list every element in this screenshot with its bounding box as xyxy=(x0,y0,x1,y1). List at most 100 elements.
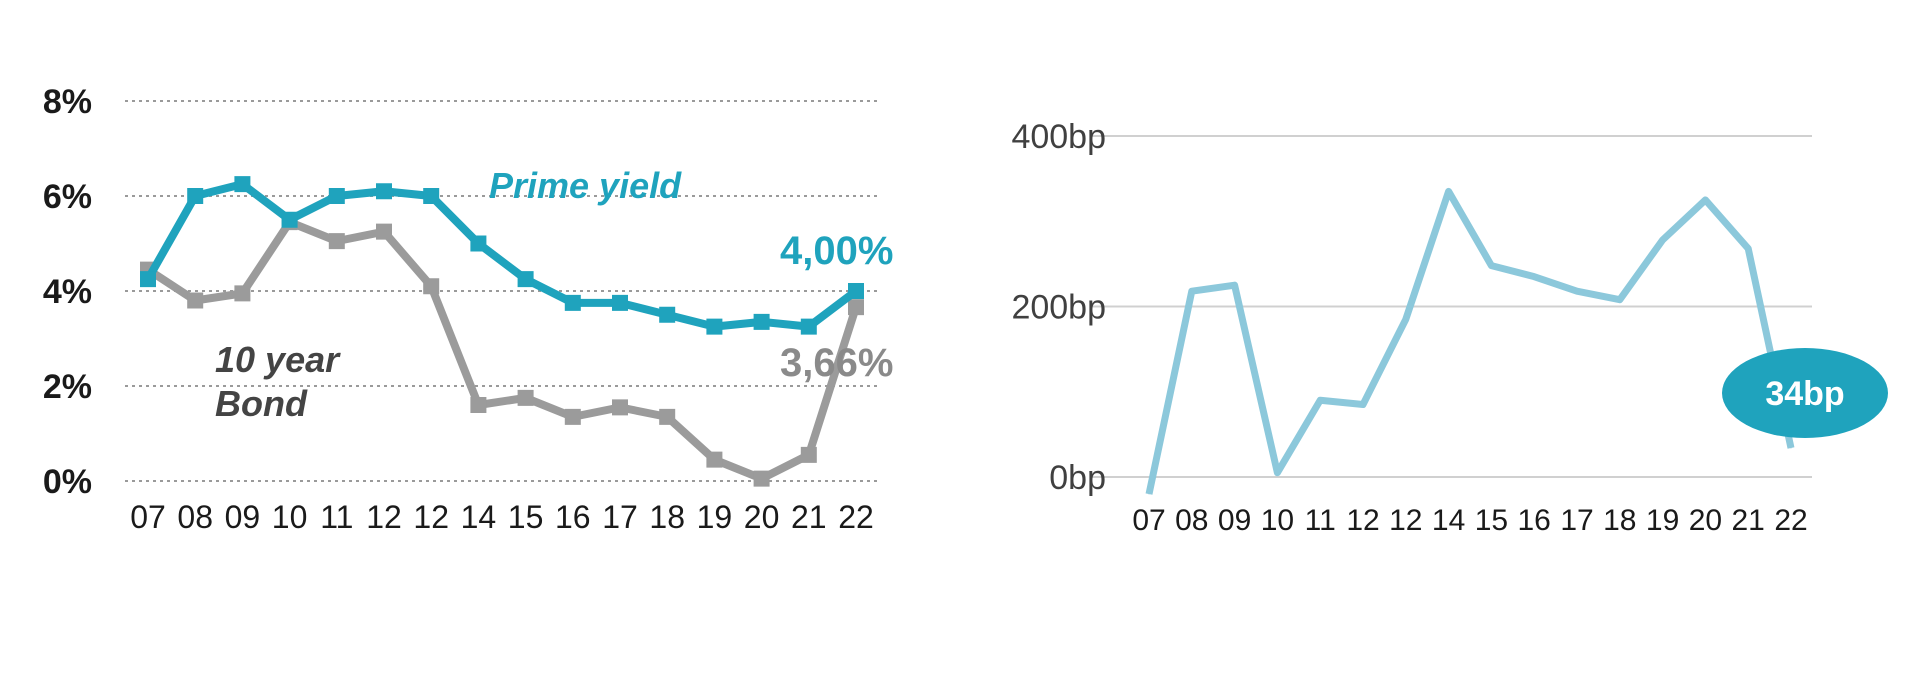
chart1-x-tick-label: 21 xyxy=(791,499,827,535)
spread-point xyxy=(1747,248,1749,250)
chart1-series xyxy=(140,176,864,487)
bond-end-label: 3,66% xyxy=(780,341,893,385)
bond-marker xyxy=(470,397,487,413)
chart1-x-tick-label: 22 xyxy=(838,499,874,535)
bond-label-line2: Bond xyxy=(215,383,308,424)
chart2-y-tick-label: 200bp xyxy=(1011,289,1106,327)
spread-point xyxy=(1619,299,1621,301)
prime-yield-marker xyxy=(328,188,345,204)
chart2-x-tick-label: 14 xyxy=(1432,504,1465,537)
bond-marker xyxy=(376,223,392,240)
bond-marker xyxy=(612,399,628,416)
spread-point xyxy=(1448,190,1450,192)
chart1-x-tick-label: 11 xyxy=(320,499,353,535)
prime-yield-marker xyxy=(517,271,534,288)
spread-point xyxy=(1319,399,1321,401)
prime-yield-marker xyxy=(281,211,298,228)
chart1-y-tick-label: 2% xyxy=(43,368,92,406)
bond-label-line1: 10 year xyxy=(215,339,341,380)
chart2-series xyxy=(1145,187,1795,495)
chart1-x-tick-label: 08 xyxy=(177,499,213,535)
bond-marker xyxy=(848,299,864,316)
prime-yield-marker xyxy=(848,283,864,299)
chart2-x-tick-label: 12 xyxy=(1346,504,1379,537)
spread-end-bubble xyxy=(1722,348,1888,438)
bond-marker xyxy=(706,451,723,468)
prime-yield-marker xyxy=(706,318,723,335)
spread-point xyxy=(1662,239,1664,241)
bond-marker xyxy=(187,292,204,309)
chart1-x-tick-label: 14 xyxy=(461,499,497,535)
chart2-x-tick-label: 07 xyxy=(1132,504,1165,537)
prime-yield-marker xyxy=(659,306,676,323)
prime-yield-marker xyxy=(564,294,581,311)
chart1-x-tick-label: 10 xyxy=(272,499,308,535)
spread-point xyxy=(1533,276,1535,278)
prime-yield-marker xyxy=(470,235,487,252)
prime-yield-marker xyxy=(187,188,204,204)
chart1-x-tick-label: 20 xyxy=(744,499,780,535)
chart1-y-tick-label: 8% xyxy=(43,83,92,121)
bond-marker xyxy=(234,285,251,302)
chart2-x-tick-label: 16 xyxy=(1518,504,1551,537)
chart1-x-tick-label: 12 xyxy=(366,499,402,535)
bond-marker xyxy=(659,408,676,425)
spread-point xyxy=(1490,265,1492,267)
chart1-y-tick-label: 6% xyxy=(43,178,92,216)
spread-point xyxy=(1576,290,1578,292)
chart2-x-tick-label: 11 xyxy=(1305,504,1336,537)
spread-end-label: 34bp xyxy=(1765,375,1844,413)
prime-yield-end-label: 4,00% xyxy=(780,229,893,273)
chart2-y-ticks: 0bp 200bp 400bp xyxy=(1011,118,1106,497)
spread-point xyxy=(1148,493,1150,495)
prime-yield-marker xyxy=(423,188,440,204)
chart2-x-ticks: 07 08 09 10 11 12 12 14 15 16 17 18 19 20 21 22 xyxy=(1132,504,1807,537)
chart1-x-tick-label: 18 xyxy=(649,499,685,535)
spread-line xyxy=(1145,187,1795,495)
prime-yield-line xyxy=(144,180,859,331)
prime-yield-marker xyxy=(234,176,251,193)
chart1-x-tick-label: 09 xyxy=(225,499,261,535)
bond-marker xyxy=(328,233,345,250)
chart1-x-tick-label: 19 xyxy=(697,499,733,535)
chart2-y-tick-label: 400bp xyxy=(1011,118,1106,156)
chart2-y-tick-label: 0bp xyxy=(1049,459,1106,497)
chart1-y-tick-label: 4% xyxy=(43,273,92,311)
spread-point xyxy=(1191,290,1193,292)
chart2-x-tick-label: 22 xyxy=(1774,504,1807,537)
bond-marker xyxy=(753,470,770,487)
chart2-x-tick-label: 18 xyxy=(1603,504,1636,537)
chart1-x-tick-label: 07 xyxy=(130,499,166,535)
chart2-x-tick-label: 15 xyxy=(1475,504,1508,537)
bond-line xyxy=(145,218,860,483)
chart2-x-tick-label: 19 xyxy=(1646,504,1679,537)
chart2-x-tick-label: 17 xyxy=(1560,504,1593,537)
prime-yield-marker xyxy=(612,294,628,311)
chart1-y-ticks: 0% 2% 4% 6% 8% xyxy=(43,83,92,501)
spread-point xyxy=(1362,404,1364,406)
spread-point xyxy=(1276,472,1278,474)
bond-marker xyxy=(517,389,534,406)
chart2-gridlines xyxy=(1092,135,1812,478)
chart1-x-ticks: 07 08 09 10 11 12 12 14 15 16 17 18 19 20 21 22 xyxy=(130,499,874,535)
chart1-y-tick-label: 0% xyxy=(43,463,92,501)
prime-yield-label: Prime yield xyxy=(489,165,682,206)
spread-point xyxy=(1405,318,1407,320)
spread-point xyxy=(1234,284,1236,286)
chart2-x-tick-label: 08 xyxy=(1175,504,1208,537)
bond-marker xyxy=(564,408,581,425)
chart2-x-tick-label: 09 xyxy=(1218,504,1251,537)
chart1-x-tick-label: 15 xyxy=(508,499,544,535)
chart1-x-tick-label: 17 xyxy=(602,499,638,535)
spread-point xyxy=(1790,447,1792,449)
prime-yield-marker xyxy=(140,271,156,288)
chart2-x-tick-label: 21 xyxy=(1732,504,1765,537)
bond-marker xyxy=(800,446,817,463)
chart1-x-tick-label: 12 xyxy=(413,499,449,535)
chart2-x-tick-label: 10 xyxy=(1261,504,1294,537)
prime-yield-marker xyxy=(376,183,392,200)
spread-point xyxy=(1704,199,1706,201)
chart2-x-tick-label: 12 xyxy=(1389,504,1422,537)
